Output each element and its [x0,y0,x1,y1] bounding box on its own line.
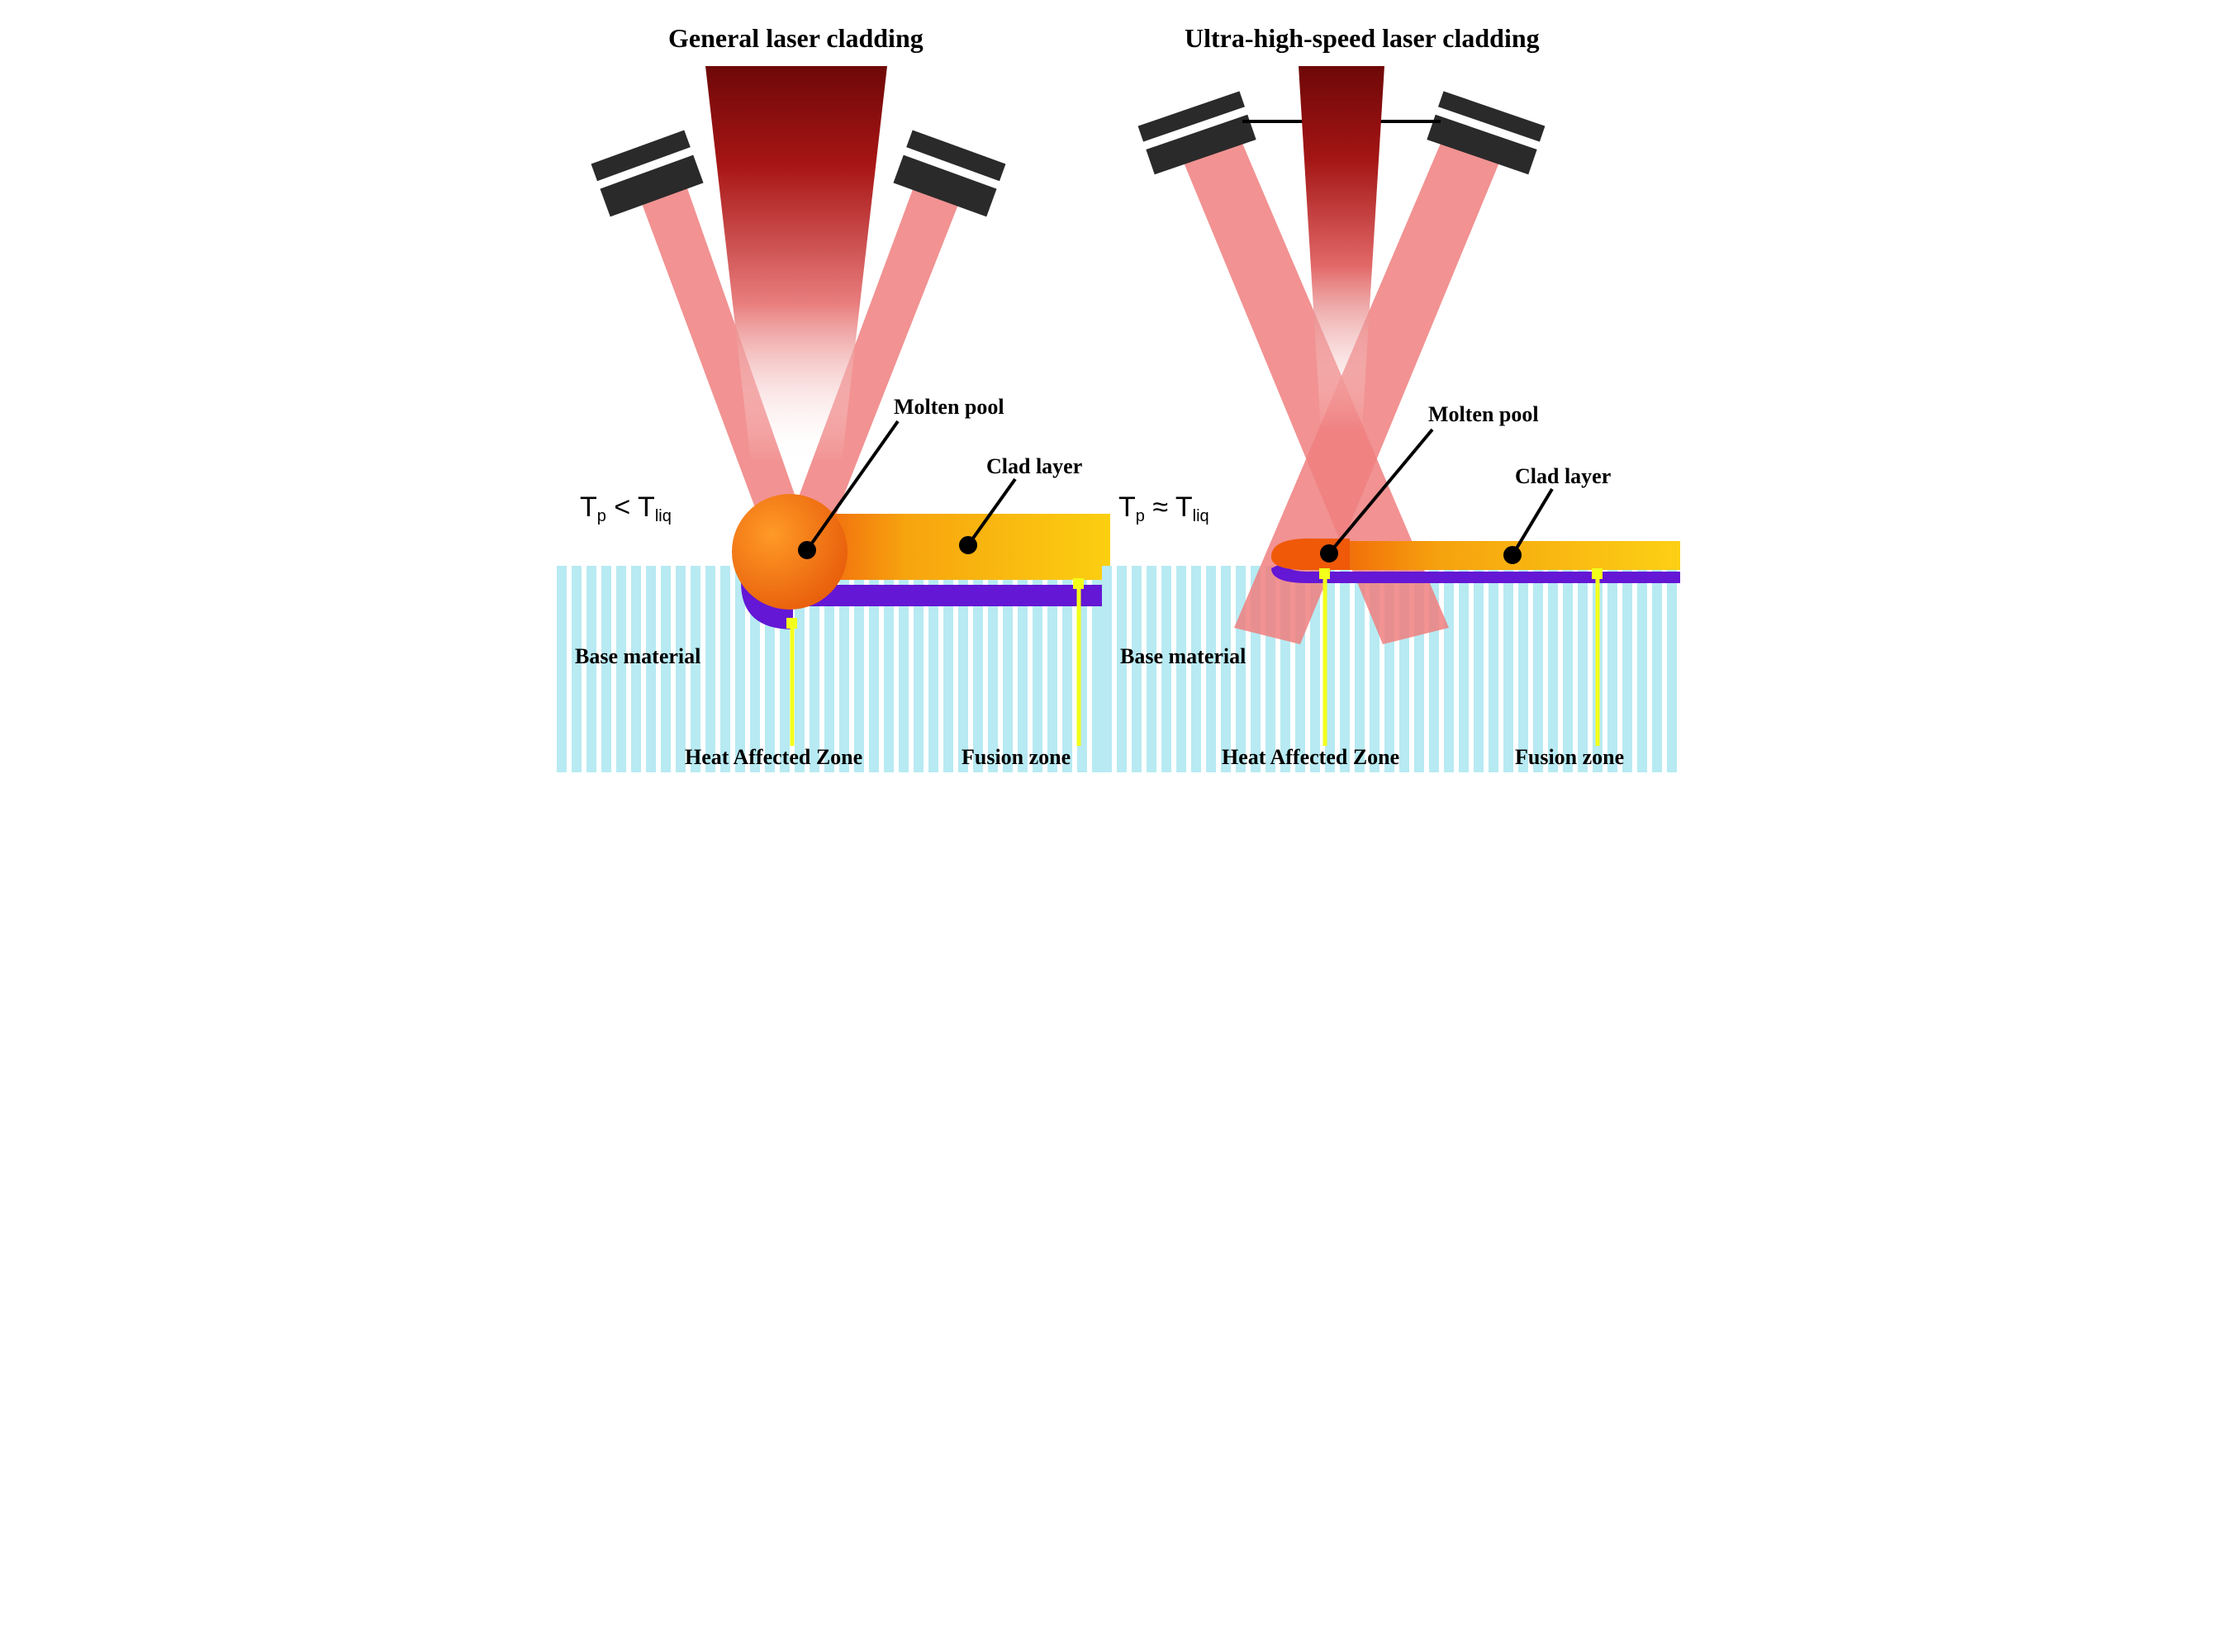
svg-left [557,0,1110,826]
label-molten-pool-right: Molten pool [1428,402,1539,427]
label-clad-layer-right: Clad layer [1515,464,1611,489]
panel-ultrahigh-cladding: Ultra-high-speed laser cladding [1102,0,1670,826]
label-haz-left: Heat Affected Zone [685,745,862,770]
label-base-left: Base material [575,644,700,669]
label-fusion-right: Fusion zone [1515,745,1624,770]
label-base-right: Base material [1120,644,1246,669]
label-clad-layer-left: Clad layer [986,454,1082,479]
panel-general-cladding: General laser cladding [557,0,1094,826]
clad-layer-right [1308,541,1680,570]
svg-right [1102,0,1680,826]
formula-right: Tp ≈ Tliq [1118,491,1209,526]
diagram-stage: General laser cladding [557,0,1670,826]
formula-left: Tp < Tliq [580,491,672,526]
molten-pool-left [732,494,848,610]
label-haz-right: Heat Affected Zone [1222,745,1399,770]
label-molten-pool-left: Molten pool [894,395,1004,420]
label-fusion-left: Fusion zone [962,745,1071,770]
